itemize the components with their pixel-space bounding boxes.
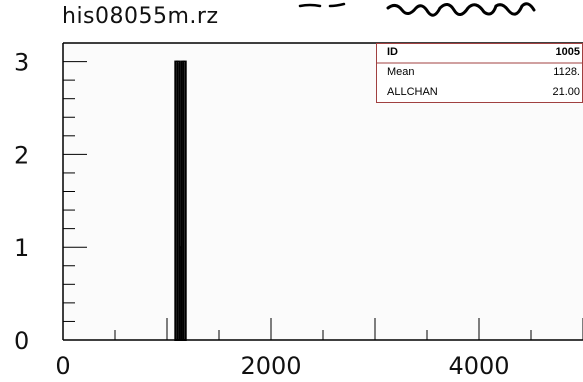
stats-label-allchan: ALLCHAN: [387, 86, 438, 98]
stats-box-frame: [376, 43, 583, 103]
stats-value-mean: 1128.: [553, 66, 580, 78]
stats-label-id: ID: [387, 46, 398, 58]
histogram-bin: [176, 60, 181, 341]
y-tick-label: 2: [14, 141, 29, 169]
stats-value-id: 1005: [555, 46, 580, 58]
y-tick-label: 1: [14, 234, 29, 262]
x-tick-label: 2000: [240, 352, 301, 380]
y-tick-label: 3: [14, 49, 29, 77]
handwritten-scribble: [298, 2, 536, 17]
stats-row-mean: Mean 1128.: [376, 63, 583, 83]
stats-row-id: ID 1005: [376, 43, 583, 63]
y-tick-label: 0: [14, 327, 29, 355]
stats-row-allchan: ALLCHAN 21.00: [376, 83, 583, 103]
histogram-title: his08055m.rz: [62, 4, 219, 29]
x-tick-label: 0: [55, 352, 70, 380]
stats-value-allchan: 21.00: [552, 86, 580, 98]
x-tick-label: 4000: [448, 352, 509, 380]
stats-label-mean: Mean: [387, 66, 415, 78]
stats-box: ID 1005 Mean 1128. ALLCHAN 21.00: [376, 43, 583, 103]
histogram-bin: [182, 60, 187, 341]
